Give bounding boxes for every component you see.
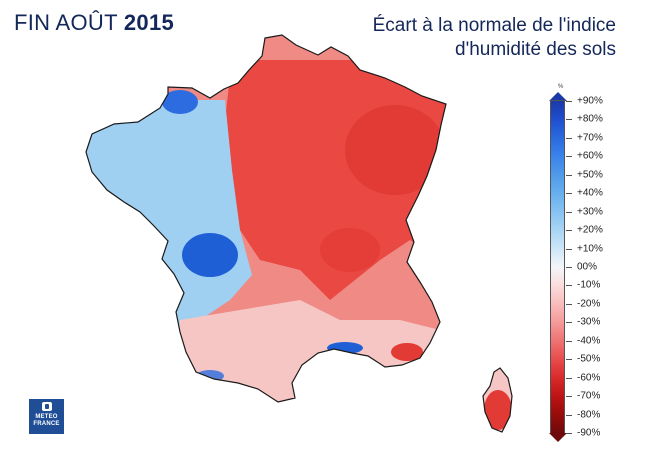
logo-line-1: METEO bbox=[35, 414, 58, 420]
legend-tick bbox=[566, 156, 572, 158]
legend-label: -60% bbox=[577, 372, 601, 384]
legend-label: +30% bbox=[577, 206, 603, 218]
subtitle-line-1: Écart à la normale de l'indice bbox=[372, 15, 616, 36]
legend-tick bbox=[566, 322, 572, 324]
legend-label: -10% bbox=[577, 279, 601, 291]
legend-tick bbox=[566, 433, 572, 434]
meteo-france-logo-icon bbox=[41, 402, 52, 411]
legend-label: -30% bbox=[577, 316, 601, 328]
legend-label: -70% bbox=[577, 390, 601, 402]
subtitle-line-2: d'humidité des sols bbox=[455, 39, 616, 60]
legend-label: -90% bbox=[577, 427, 601, 439]
legend-label: -20% bbox=[577, 298, 601, 310]
legend-tick bbox=[566, 137, 572, 139]
legend-tick bbox=[566, 396, 572, 398]
legend-label: +10% bbox=[577, 243, 603, 255]
legend-label: +80% bbox=[577, 113, 603, 125]
legend-label: -80% bbox=[577, 409, 601, 421]
legend-tick bbox=[566, 230, 572, 232]
legend-tick bbox=[566, 303, 572, 305]
legend-tick bbox=[566, 248, 572, 250]
legend-label: +70% bbox=[577, 132, 603, 144]
legend-tick bbox=[566, 211, 572, 213]
map-subtitle: Écart à la normale de l'indice d'humidit… bbox=[286, 14, 616, 62]
meteo-france-logo: METEO FRANCE bbox=[29, 399, 64, 434]
corsica-outline bbox=[482, 367, 513, 433]
legend-tick bbox=[566, 119, 572, 121]
legend-label: -40% bbox=[577, 335, 601, 347]
legend-tick bbox=[566, 101, 572, 102]
legend-label: +60% bbox=[577, 150, 603, 162]
map-title: FIN AOÛT 2015 bbox=[14, 10, 174, 36]
legend-color-bar bbox=[550, 100, 565, 434]
legend-tick bbox=[566, 267, 572, 268]
title-year: 2015 bbox=[123, 10, 175, 35]
legend-label: -50% bbox=[577, 353, 601, 365]
legend-tick bbox=[566, 193, 572, 195]
legend-label: +90% bbox=[577, 95, 603, 107]
legend-label: +50% bbox=[577, 169, 603, 181]
france-outline bbox=[85, 34, 447, 403]
legend-label: +20% bbox=[577, 224, 603, 236]
legend-tick bbox=[566, 340, 572, 342]
logo-line-2: FRANCE bbox=[33, 421, 60, 427]
legend-tick bbox=[566, 414, 572, 416]
legend-unit: % bbox=[558, 84, 564, 90]
legend-tick bbox=[566, 377, 572, 379]
legend-arrow-top-icon bbox=[549, 92, 567, 101]
title-prefix: FIN AOÛT bbox=[14, 10, 118, 35]
legend-label: 00% bbox=[577, 261, 598, 273]
legend-arrow-bottom-icon bbox=[549, 433, 567, 442]
legend-tick bbox=[566, 174, 572, 176]
legend-label: +40% bbox=[577, 187, 603, 199]
legend-tick bbox=[566, 285, 572, 287]
legend-tick bbox=[566, 359, 572, 361]
color-legend: % +90% +80% +70% +60% +50% +40% +30% +20% +10% 00… bbox=[549, 84, 645, 447]
